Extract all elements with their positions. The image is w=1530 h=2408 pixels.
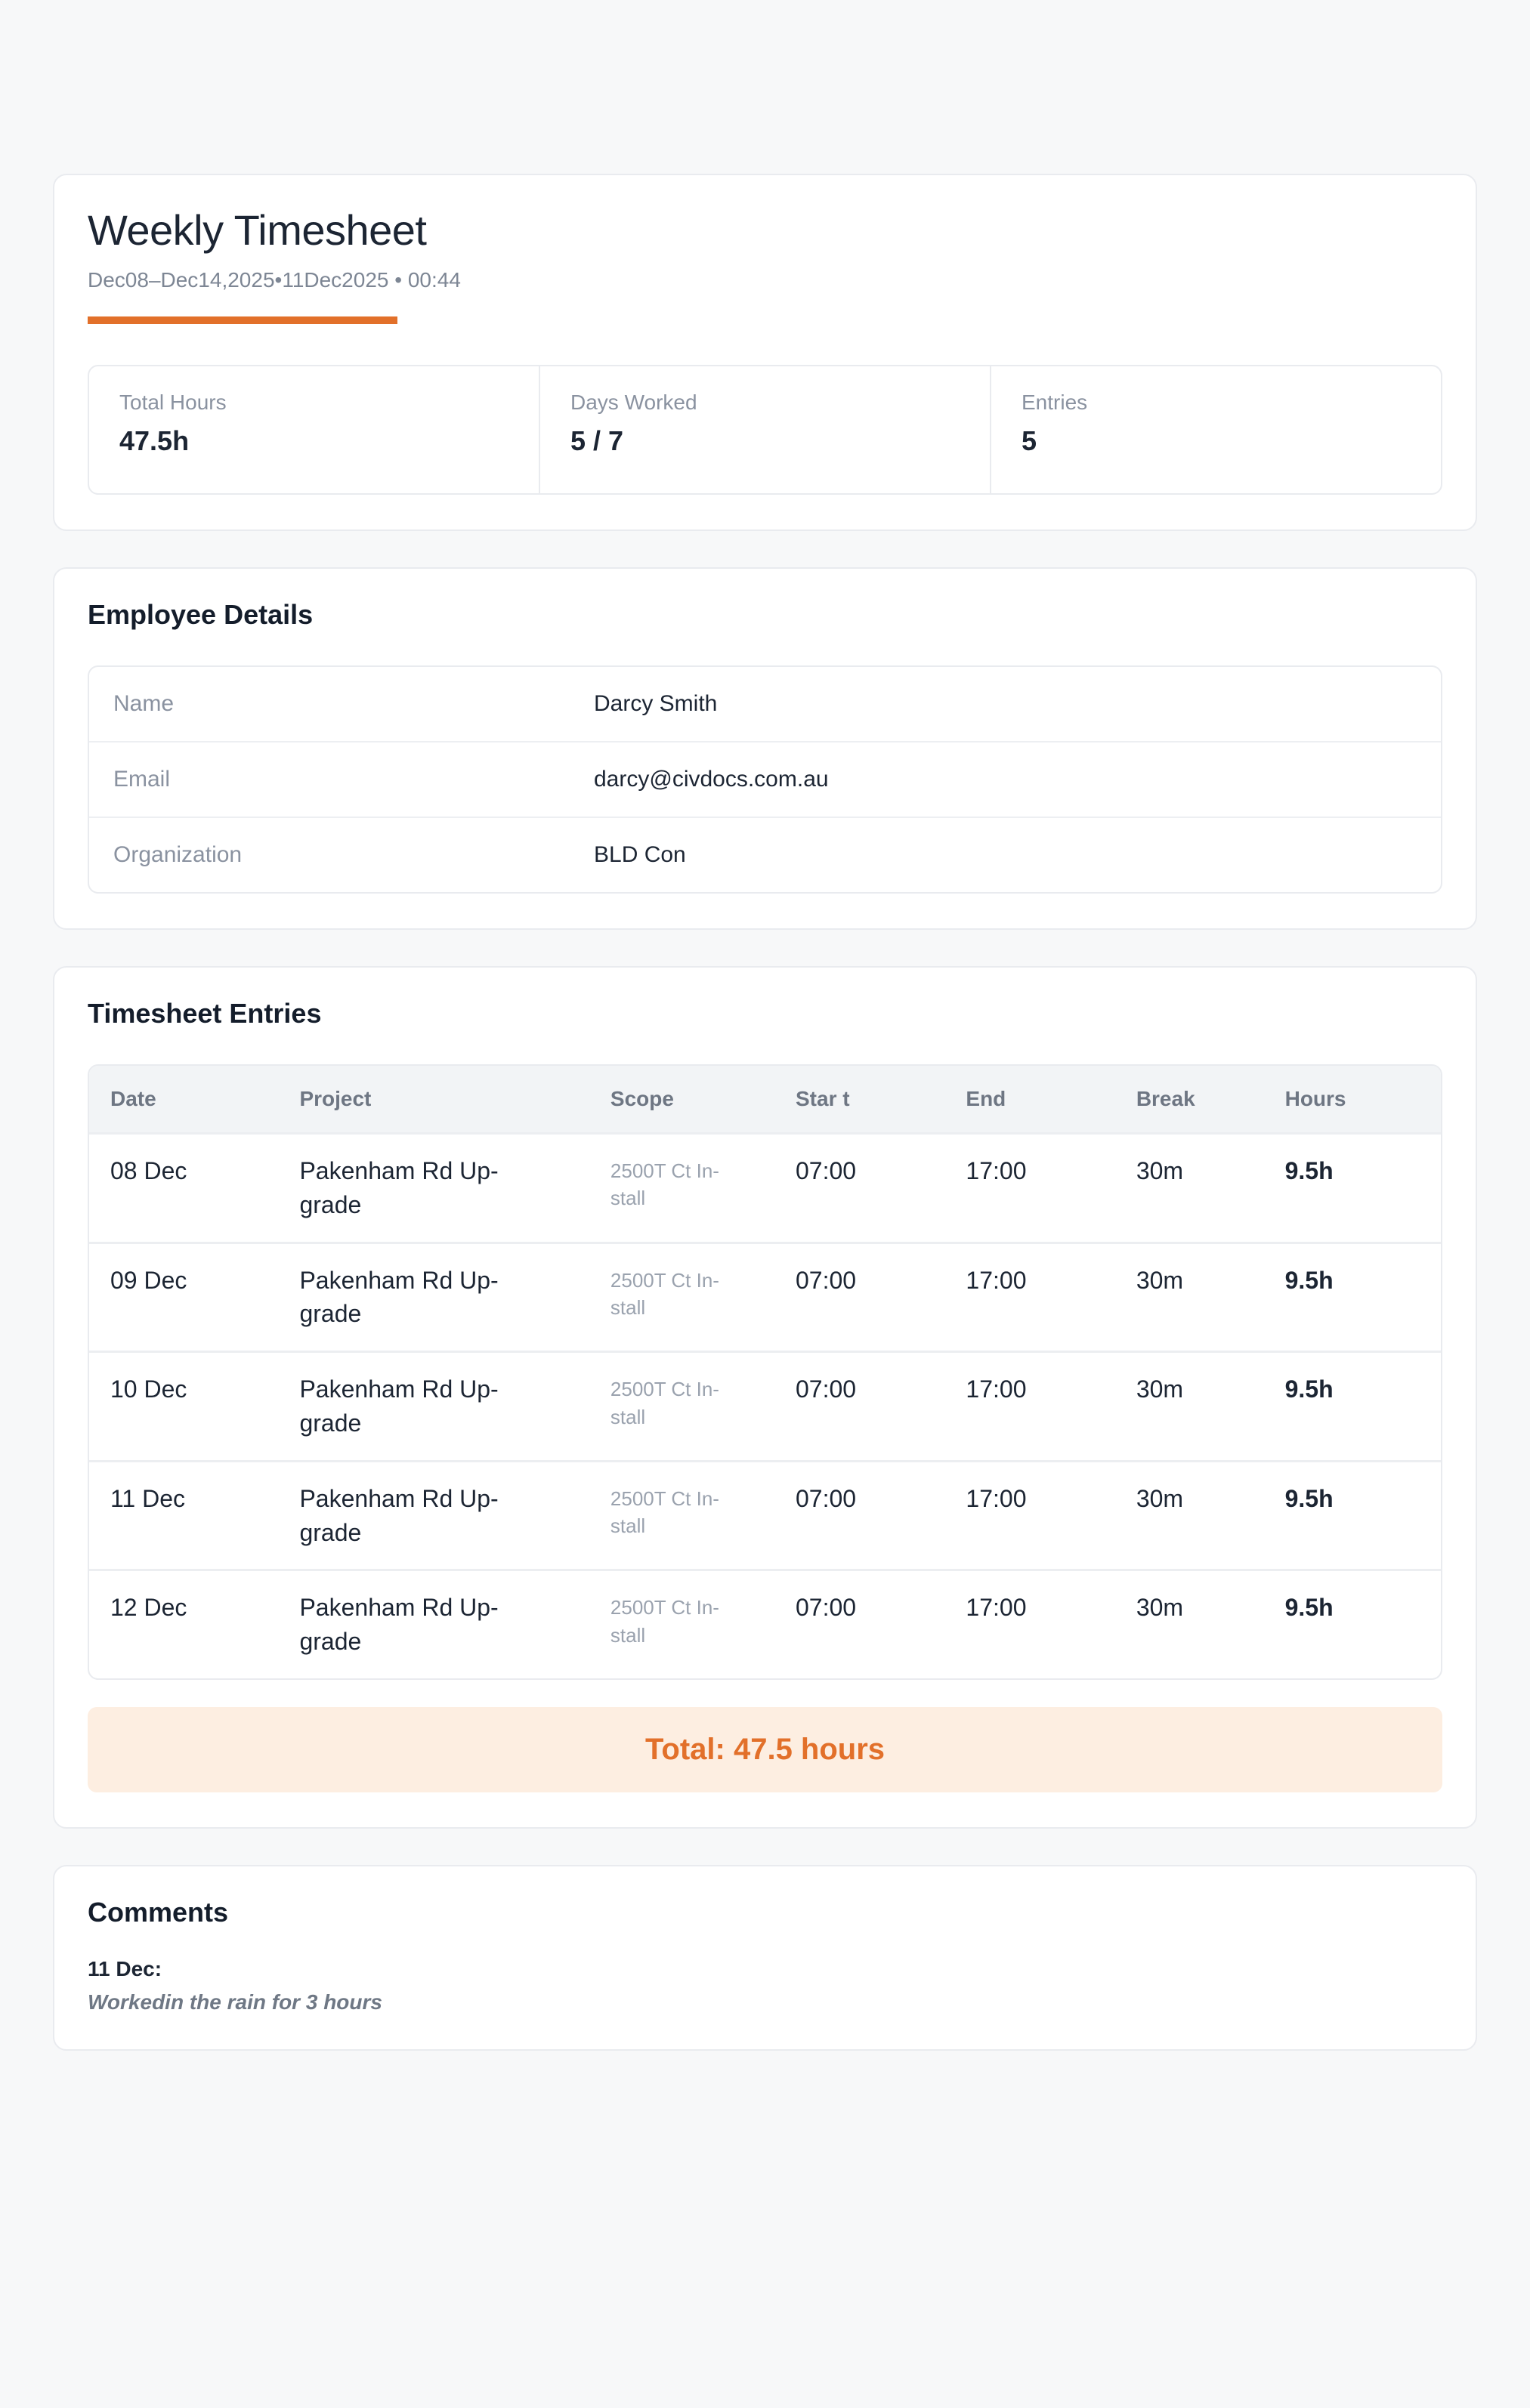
detail-label: Name — [113, 691, 175, 716]
cell-hours: 9.5h — [1284, 1266, 1334, 1294]
cell-break: 30m — [1136, 1157, 1184, 1184]
cell-date: 11 Dec — [110, 1484, 186, 1512]
stat-label: Days Worked — [570, 391, 697, 414]
cell-date: 09 Dec — [110, 1266, 187, 1294]
stat-days-worked: Days Worked 5 / 7 — [539, 366, 990, 493]
cell-end: 17:00 — [966, 1266, 1027, 1294]
project-text: Pakenham Rd Up-grade — [299, 1157, 499, 1218]
column-header-scope: Scope — [610, 1087, 674, 1110]
comment-item: 11 Dec: Workedin the rain for 3 hours — [88, 1957, 1442, 2014]
project-text: Pakenham Rd Up-grade — [299, 1484, 499, 1546]
employee-details-card: Employee Details Name Darcy Smith Email … — [53, 567, 1477, 930]
cell-project: Pakenham Rd Up-grade — [278, 1461, 589, 1570]
cell-hours: 9.5h — [1284, 1157, 1334, 1184]
comments-card: Comments 11 Dec: Workedin the rain for 3… — [53, 1864, 1477, 2051]
cell-project: Pakenham Rd Up-grade — [278, 1243, 589, 1352]
cell-break: 30m — [1136, 1375, 1184, 1403]
comments-heading: Comments — [88, 1896, 229, 1928]
table-row: 12 Dec Pakenham Rd Up-grade 2500T Ct In-… — [89, 1570, 1441, 1678]
scope-text: 2500T Ct In-stall — [610, 1596, 719, 1647]
timesheet-entries-card: Timesheet Entries Date Project Scope Sta… — [53, 966, 1477, 1829]
detail-row-name: Name Darcy Smith — [89, 667, 1441, 741]
project-text: Pakenham Rd Up-grade — [299, 1594, 499, 1656]
comment-date: 11 Dec: — [88, 1956, 162, 1980]
cell-date: 08 Dec — [110, 1157, 187, 1184]
column-header-end: End — [966, 1087, 1006, 1110]
accent-rule — [88, 316, 397, 324]
cell-hours: 9.5h — [1284, 1484, 1334, 1512]
column-header-project: Project — [299, 1087, 372, 1110]
table-row: 10 Dec Pakenham Rd Up-grade 2500T Ct In-… — [89, 1351, 1441, 1462]
cell-scope: 2500T Ct In-stall — [589, 1570, 774, 1678]
employee-details-box: Name Darcy Smith Email darcy@civdocs.com… — [88, 665, 1442, 894]
stat-label: Entries — [1022, 391, 1088, 414]
cell-end: 17:00 — [966, 1157, 1027, 1184]
cell-end: 17:00 — [966, 1484, 1027, 1512]
cell-project: Pakenham Rd Up-grade — [278, 1570, 589, 1678]
cell-start: 07:00 — [796, 1375, 857, 1403]
stat-entries: Entries 5 — [990, 366, 1441, 493]
scope-text: 2500T Ct In-stall — [610, 1159, 719, 1210]
scope-text: 2500T Ct In-stall — [610, 1378, 719, 1428]
date-range-subtitle: Dec08–Dec14,2025•11Dec2025 • 00:44 — [88, 268, 461, 292]
column-header-hours: Hours — [1284, 1087, 1346, 1110]
detail-row-organization: Organization BLD Con — [89, 817, 1441, 892]
cell-start: 07:00 — [796, 1266, 857, 1294]
detail-value: darcy@civdocs.com.au — [594, 767, 829, 792]
cell-end: 17:00 — [966, 1375, 1027, 1403]
project-text: Pakenham Rd Up-grade — [299, 1375, 499, 1437]
stat-label: Total Hours — [119, 391, 227, 414]
scope-text: 2500T Ct In-stall — [610, 1486, 719, 1538]
table-row: 11 Dec Pakenham Rd Up-grade 2500T Ct In-… — [89, 1461, 1441, 1570]
timesheet-report-page: Weekly Timesheet Dec08–Dec14,2025•11Dec2… — [53, 174, 1477, 2051]
column-header-date: Date — [110, 1087, 156, 1110]
scope-text: 2500T Ct In-stall — [610, 1268, 719, 1319]
entries-table-header-row: Date Project Scope Star t End Break Hour… — [89, 1066, 1441, 1134]
table-row: 09 Dec Pakenham Rd Up-grade 2500T Ct In-… — [89, 1243, 1441, 1352]
stat-value: 5 — [1022, 425, 1037, 456]
cell-end: 17:00 — [966, 1594, 1027, 1622]
cell-start: 07:00 — [796, 1484, 857, 1512]
page-title: Weekly Timesheet — [88, 206, 427, 254]
cell-break: 30m — [1136, 1594, 1184, 1622]
stat-value: 5 / 7 — [570, 425, 624, 456]
cell-project: Pakenham Rd Up-grade — [278, 1134, 589, 1243]
cell-date: 12 Dec — [110, 1594, 187, 1622]
comment-text: Workedin the rain for 3 hours — [88, 1990, 382, 2014]
detail-label: Organization — [113, 842, 243, 867]
cell-scope: 2500T Ct In-stall — [589, 1243, 774, 1352]
project-text: Pakenham Rd Up-grade — [299, 1266, 499, 1328]
employee-details-heading: Employee Details — [88, 599, 314, 630]
column-header-break: Break — [1136, 1087, 1195, 1110]
detail-label: Email — [113, 767, 171, 792]
stat-total-hours: Total Hours 47.5h — [89, 366, 539, 493]
header-card: Weekly Timesheet Dec08–Dec14,2025•11Dec2… — [53, 174, 1477, 531]
entries-table: Date Project Scope Star t End Break Hour… — [89, 1066, 1441, 1678]
cell-scope: 2500T Ct In-stall — [589, 1352, 774, 1462]
cell-project: Pakenham Rd Up-grade — [278, 1352, 589, 1462]
total-hours-bar: Total: 47.5 hours — [88, 1706, 1442, 1792]
table-row: 08 Dec Pakenham Rd Up-grade 2500T Ct In-… — [89, 1133, 1441, 1243]
column-header-start: Star t — [796, 1087, 850, 1110]
cell-date: 10 Dec — [110, 1375, 187, 1403]
cell-break: 30m — [1136, 1266, 1184, 1294]
cell-scope: 2500T Ct In-stall — [589, 1134, 774, 1243]
total-hours-text: Total: 47.5 hours — [644, 1732, 886, 1766]
cell-hours: 9.5h — [1284, 1594, 1334, 1622]
summary-stats: Total Hours 47.5h Days Worked 5 / 7 Entr… — [88, 365, 1442, 495]
stat-value: 47.5h — [119, 425, 190, 456]
cell-scope: 2500T Ct In-stall — [589, 1461, 774, 1570]
cell-start: 07:00 — [796, 1594, 857, 1622]
cell-hours: 9.5h — [1284, 1375, 1334, 1403]
detail-row-email: Email darcy@civdocs.com.au — [89, 741, 1441, 817]
entries-table-container: Date Project Scope Star t End Break Hour… — [88, 1064, 1442, 1680]
timesheet-entries-heading: Timesheet Entries — [88, 998, 322, 1029]
detail-value: BLD Con — [594, 842, 686, 867]
cell-start: 07:00 — [796, 1157, 857, 1184]
detail-value: Darcy Smith — [594, 691, 718, 716]
cell-break: 30m — [1136, 1484, 1184, 1512]
